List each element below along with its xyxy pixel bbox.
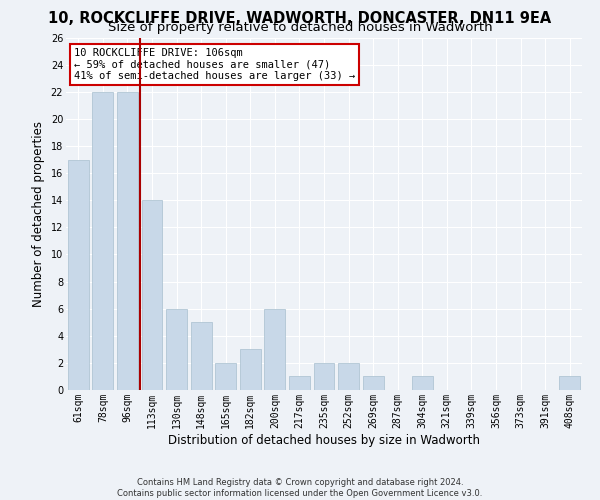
Bar [338,363,359,390]
Bar [265,308,286,390]
Bar [412,376,433,390]
Text: Size of property relative to detached houses in Wadworth: Size of property relative to detached ho… [107,21,493,34]
Bar [559,376,580,390]
Y-axis label: Number of detached properties: Number of detached properties [32,120,45,306]
Bar [314,363,334,390]
Bar [142,200,163,390]
Bar [215,363,236,390]
Bar [362,376,383,390]
Bar [68,160,89,390]
Bar [191,322,212,390]
Bar [166,308,187,390]
Text: 10 ROCKCLIFFE DRIVE: 106sqm
← 59% of detached houses are smaller (47)
41% of sem: 10 ROCKCLIFFE DRIVE: 106sqm ← 59% of det… [74,48,355,82]
X-axis label: Distribution of detached houses by size in Wadworth: Distribution of detached houses by size … [168,434,480,446]
Text: Contains HM Land Registry data © Crown copyright and database right 2024.
Contai: Contains HM Land Registry data © Crown c… [118,478,482,498]
Bar [92,92,113,390]
Bar [240,350,261,390]
Text: 10, ROCKCLIFFE DRIVE, WADWORTH, DONCASTER, DN11 9EA: 10, ROCKCLIFFE DRIVE, WADWORTH, DONCASTE… [49,11,551,26]
Bar [289,376,310,390]
Bar [117,92,138,390]
